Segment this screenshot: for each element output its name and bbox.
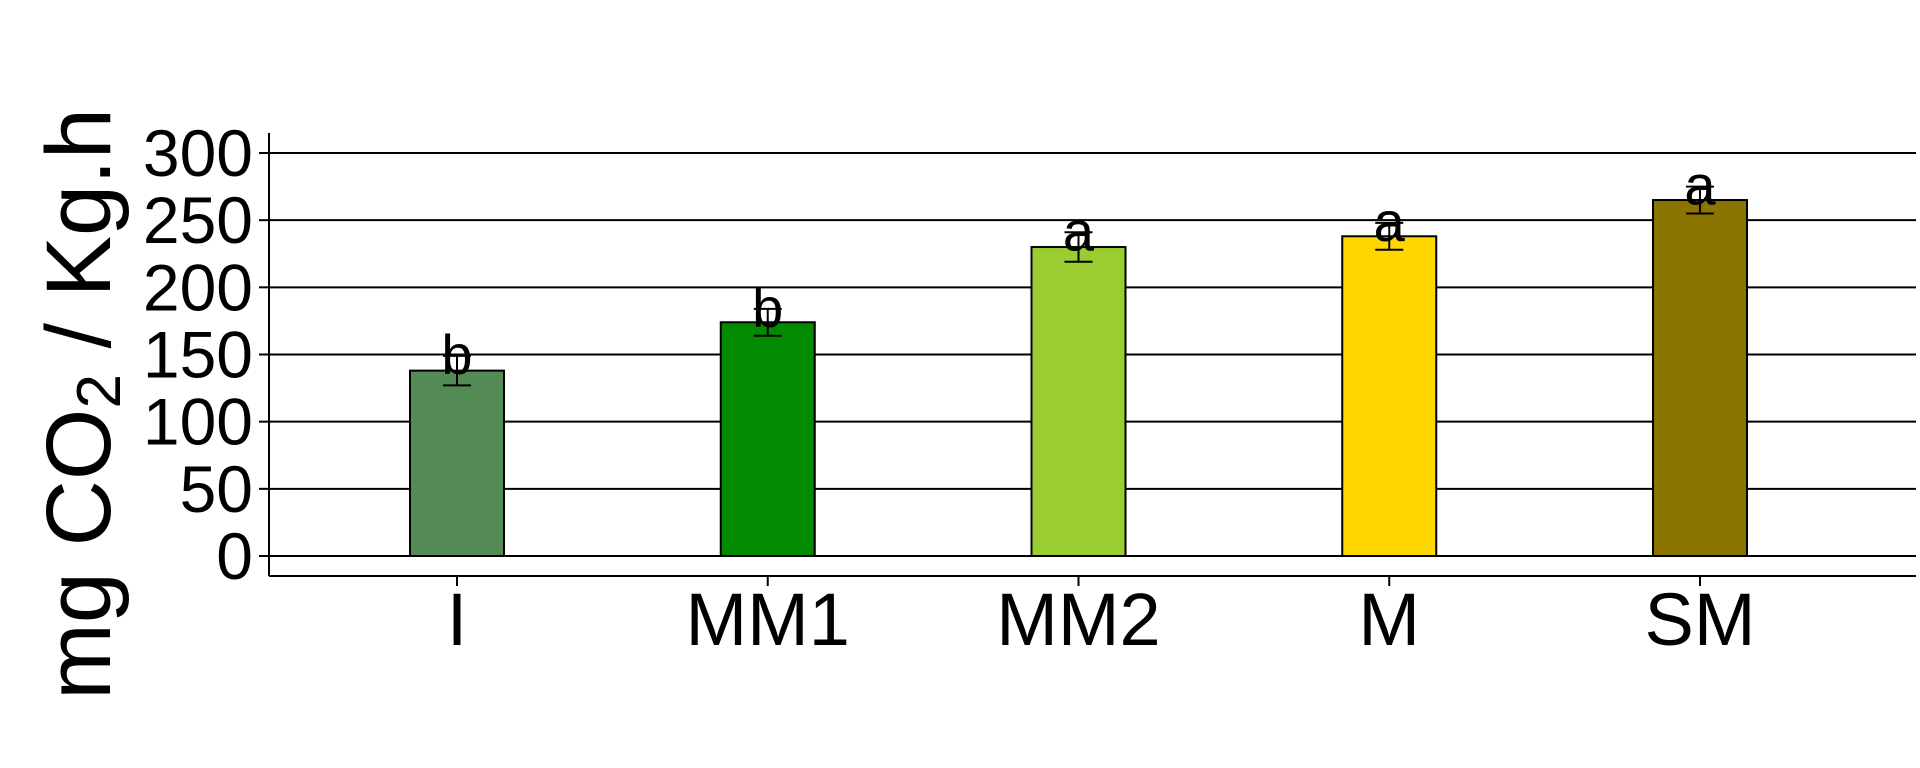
significance-letter: a: [1374, 190, 1406, 253]
bar-i: [409, 369, 505, 557]
bar-sm: [1652, 199, 1748, 557]
x-tick-label: I: [447, 578, 468, 661]
bars: b b a a a: [409, 154, 1748, 558]
x-tick-label: MM2: [996, 578, 1160, 661]
y-tick-label: 200: [143, 250, 253, 324]
x-tick-label: MM1: [686, 578, 850, 661]
y-tick-label: 50: [180, 452, 253, 526]
x-tick-label: M: [1358, 578, 1420, 661]
y-tick-label: 300: [143, 116, 253, 190]
x-ticks: I MM1 MM2 M SM: [447, 576, 1756, 661]
significance-letter: a: [1684, 154, 1716, 217]
y-axis-label-subscript: 2: [65, 374, 134, 408]
bar-mm1: [719, 321, 816, 558]
y-tick-label: 100: [143, 385, 253, 459]
x-tick-label: SM: [1645, 578, 1756, 661]
significance-letter: b: [752, 276, 783, 339]
bar-m: [1341, 235, 1438, 558]
significance-letter: b: [441, 323, 472, 386]
significance-letter: a: [1063, 199, 1095, 262]
y-tick-label: 250: [143, 183, 253, 257]
bar-mm2: [1030, 246, 1127, 558]
y-axis-label: mg CO2 / Kg.h: [28, 108, 134, 700]
y-tick-label: 0: [216, 519, 253, 593]
y-axis-label-prefix: mg CO: [28, 409, 130, 700]
y-tick-label: 150: [143, 318, 253, 392]
y-axis-label-suffix: / Kg.h: [28, 108, 130, 374]
